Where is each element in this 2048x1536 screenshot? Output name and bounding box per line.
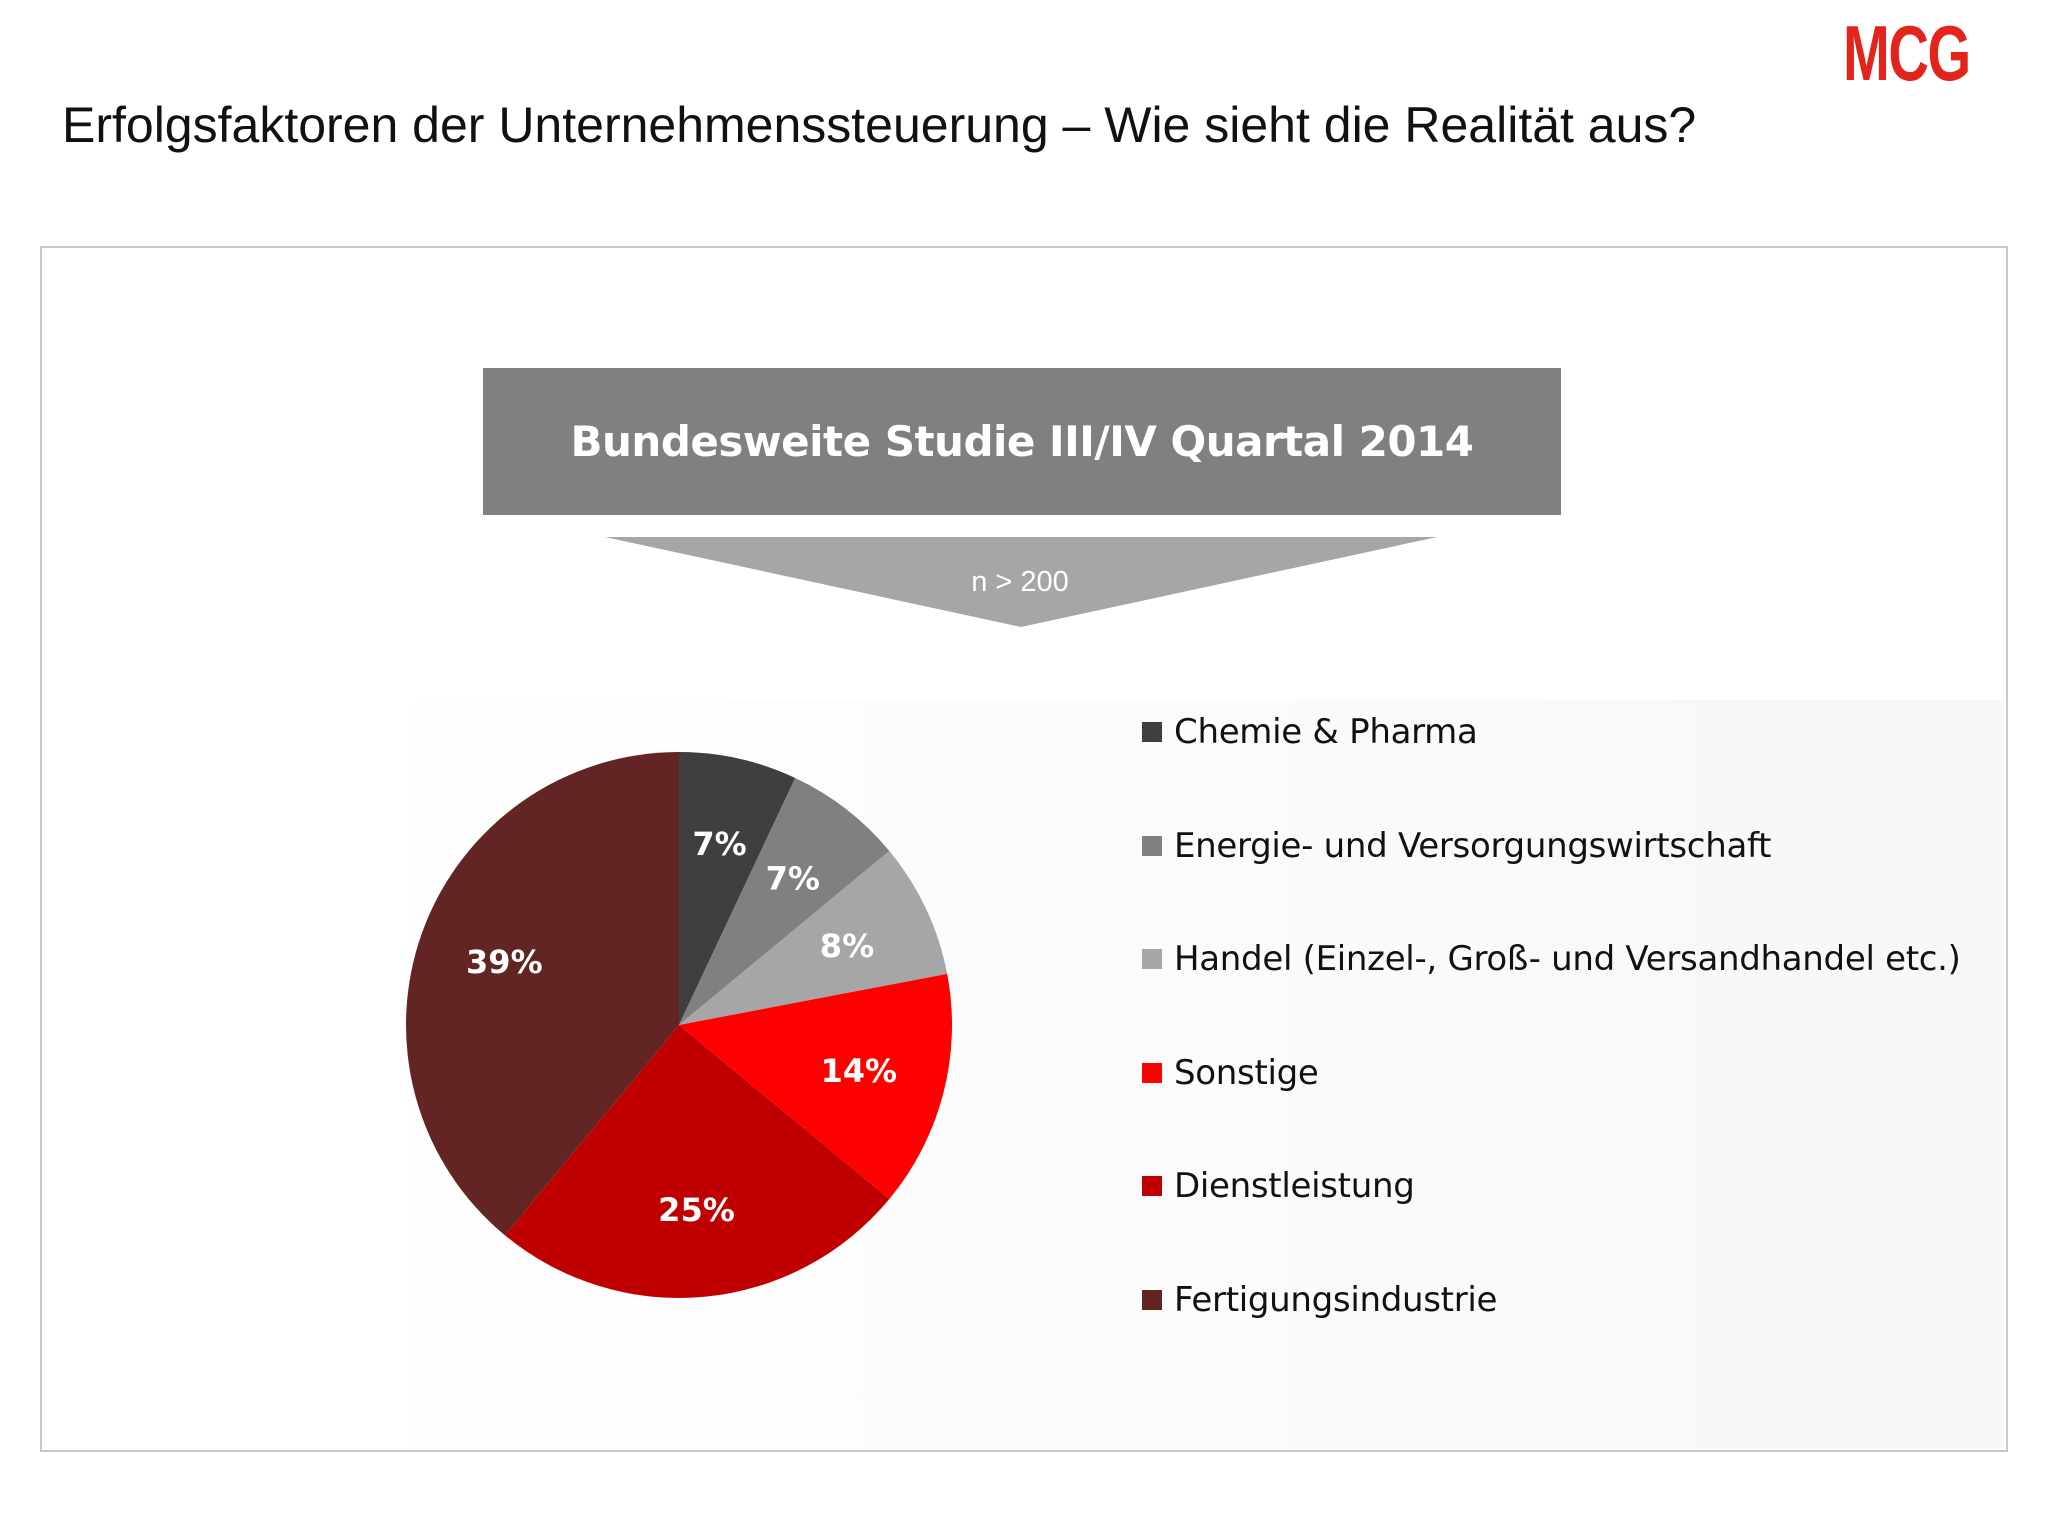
legend-label: Chemie & Pharma [1174,712,1478,752]
legend-item-energie-und-versorgungswirtschaft: Energie- und Versorgungswirtschaft [1142,826,1771,866]
legend-label: Sonstige [1174,1052,1319,1093]
legend-item-sonstige: Sonstige [1142,1053,1319,1093]
legend-swatch [1142,949,1162,969]
legend-swatch [1142,1289,1162,1310]
study-banner-title: Bundesweite Studie III/IV Quartal 2014 [570,417,1475,466]
legend-item-dienstleistung: Dienstleistung [1142,1166,1415,1206]
legend-item-fertigungsindustrie: Fertigungsindustrie [1142,1280,1497,1320]
page-title: Erfolgsfaktoren der Unternehmenssteuerun… [62,97,1697,153]
legend-swatch [1142,1176,1162,1196]
legend-item-handel-einzel-gross-und-versandhandel-etc: Handel (Einzel-, Groß- und Versandhandel… [1142,939,1961,979]
study-banner: Bundesweite Studie III/IV Quartal 2014 [483,368,1561,515]
mcg-logo: MCG [1843,9,1971,97]
legend-swatch [1142,1062,1162,1083]
legend-label: Energie- und Versorgungswirtschaft [1174,825,1772,866]
legend-swatch [1142,835,1162,856]
sample-size-label: n > 200 [971,566,1069,598]
legend-swatch [1142,722,1162,742]
legend-item-chemie-pharma: Chemie & Pharma [1142,712,1478,752]
legend-label: Handel (Einzel-, Groß- und Versandhandel… [1174,939,1961,979]
legend-label: Dienstleistung [1174,1166,1415,1206]
legend-label: Fertigungsindustrie [1174,1279,1498,1320]
